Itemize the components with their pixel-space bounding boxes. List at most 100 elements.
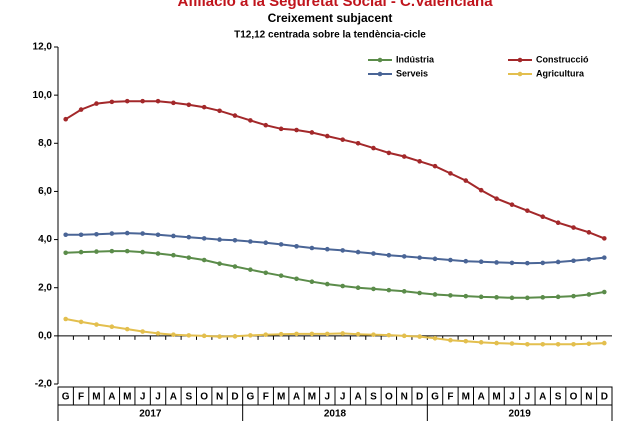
x-tick-label: F bbox=[447, 392, 453, 403]
x-tick-label: M bbox=[123, 392, 131, 403]
point bbox=[171, 233, 176, 239]
point bbox=[109, 231, 115, 236]
point bbox=[186, 333, 192, 338]
point bbox=[63, 116, 68, 122]
point bbox=[555, 294, 561, 300]
point bbox=[463, 258, 469, 264]
point bbox=[232, 237, 238, 243]
point bbox=[509, 260, 515, 266]
point bbox=[401, 154, 407, 159]
point bbox=[463, 338, 469, 344]
point bbox=[309, 245, 315, 251]
series-line bbox=[65, 232, 605, 265]
point bbox=[540, 260, 546, 266]
point bbox=[586, 257, 592, 262]
x-tick-label: J bbox=[525, 392, 531, 403]
point bbox=[263, 270, 269, 276]
legend-marker bbox=[517, 71, 523, 77]
y-tick-label: 2,0 bbox=[38, 282, 52, 293]
point bbox=[340, 137, 345, 142]
point bbox=[417, 255, 422, 260]
point bbox=[417, 290, 422, 296]
x-tick-label: J bbox=[340, 392, 346, 403]
chart-title: Afiliació a la Seguretat Social - C.Vale… bbox=[177, 0, 493, 10]
point bbox=[355, 140, 361, 146]
point bbox=[140, 231, 145, 236]
x-tick-label: G bbox=[62, 392, 70, 403]
x-tick-label: F bbox=[263, 392, 269, 403]
chart-subtitle: Creixement subjacent bbox=[268, 11, 393, 25]
point bbox=[109, 99, 115, 105]
point bbox=[278, 126, 284, 132]
point bbox=[294, 127, 299, 133]
x-tick-label: M bbox=[492, 392, 500, 403]
x-tick-label: N bbox=[216, 392, 223, 403]
point bbox=[94, 249, 99, 254]
point bbox=[232, 113, 238, 118]
x-tick-label: A bbox=[354, 392, 361, 403]
point bbox=[201, 333, 207, 339]
point bbox=[355, 285, 361, 291]
point bbox=[463, 178, 469, 183]
point bbox=[401, 254, 407, 259]
x-tick-label: D bbox=[601, 392, 608, 403]
point bbox=[124, 230, 130, 236]
point bbox=[232, 334, 238, 339]
point bbox=[248, 118, 253, 123]
x-tick-label: S bbox=[185, 392, 192, 403]
year-label: 2019 bbox=[509, 409, 532, 420]
x-tick-label: A bbox=[293, 392, 300, 403]
point bbox=[309, 279, 315, 284]
point bbox=[263, 240, 269, 246]
y-tick-label: 10,0 bbox=[33, 90, 53, 101]
point bbox=[586, 341, 592, 347]
point bbox=[571, 258, 576, 264]
point bbox=[78, 319, 84, 325]
point bbox=[63, 316, 68, 322]
point bbox=[340, 283, 345, 289]
point bbox=[155, 98, 161, 104]
point bbox=[602, 236, 607, 241]
point bbox=[340, 248, 345, 253]
point bbox=[525, 208, 530, 213]
point bbox=[448, 293, 453, 298]
point bbox=[217, 108, 222, 114]
point bbox=[325, 246, 330, 252]
point bbox=[432, 292, 438, 297]
y-tick-label: 6,0 bbox=[38, 186, 52, 197]
point bbox=[355, 331, 361, 337]
point bbox=[525, 341, 530, 347]
point bbox=[386, 252, 392, 258]
series-line bbox=[65, 250, 605, 299]
point bbox=[248, 267, 253, 272]
x-tick-label: O bbox=[570, 392, 578, 403]
point bbox=[94, 101, 99, 106]
x-tick-label: A bbox=[170, 392, 177, 403]
x-tick-label: N bbox=[401, 392, 408, 403]
point bbox=[294, 276, 299, 282]
point bbox=[371, 251, 376, 256]
x-tick-label: M bbox=[92, 392, 100, 403]
point bbox=[186, 255, 192, 260]
point bbox=[171, 100, 176, 106]
point bbox=[124, 98, 130, 104]
x-tick-label: D bbox=[231, 392, 238, 403]
point bbox=[140, 329, 145, 334]
point bbox=[448, 257, 453, 263]
point bbox=[494, 196, 499, 201]
legend-marker bbox=[377, 57, 383, 63]
point bbox=[248, 333, 253, 338]
point bbox=[171, 252, 176, 258]
point bbox=[325, 331, 330, 337]
point bbox=[78, 232, 84, 238]
point bbox=[78, 249, 84, 255]
point bbox=[494, 295, 499, 300]
x-tick-label: J bbox=[325, 392, 331, 403]
point bbox=[509, 341, 515, 346]
point bbox=[294, 331, 299, 337]
point bbox=[248, 239, 253, 244]
x-tick-label: A bbox=[478, 392, 485, 403]
point bbox=[155, 232, 161, 238]
point bbox=[109, 248, 115, 254]
